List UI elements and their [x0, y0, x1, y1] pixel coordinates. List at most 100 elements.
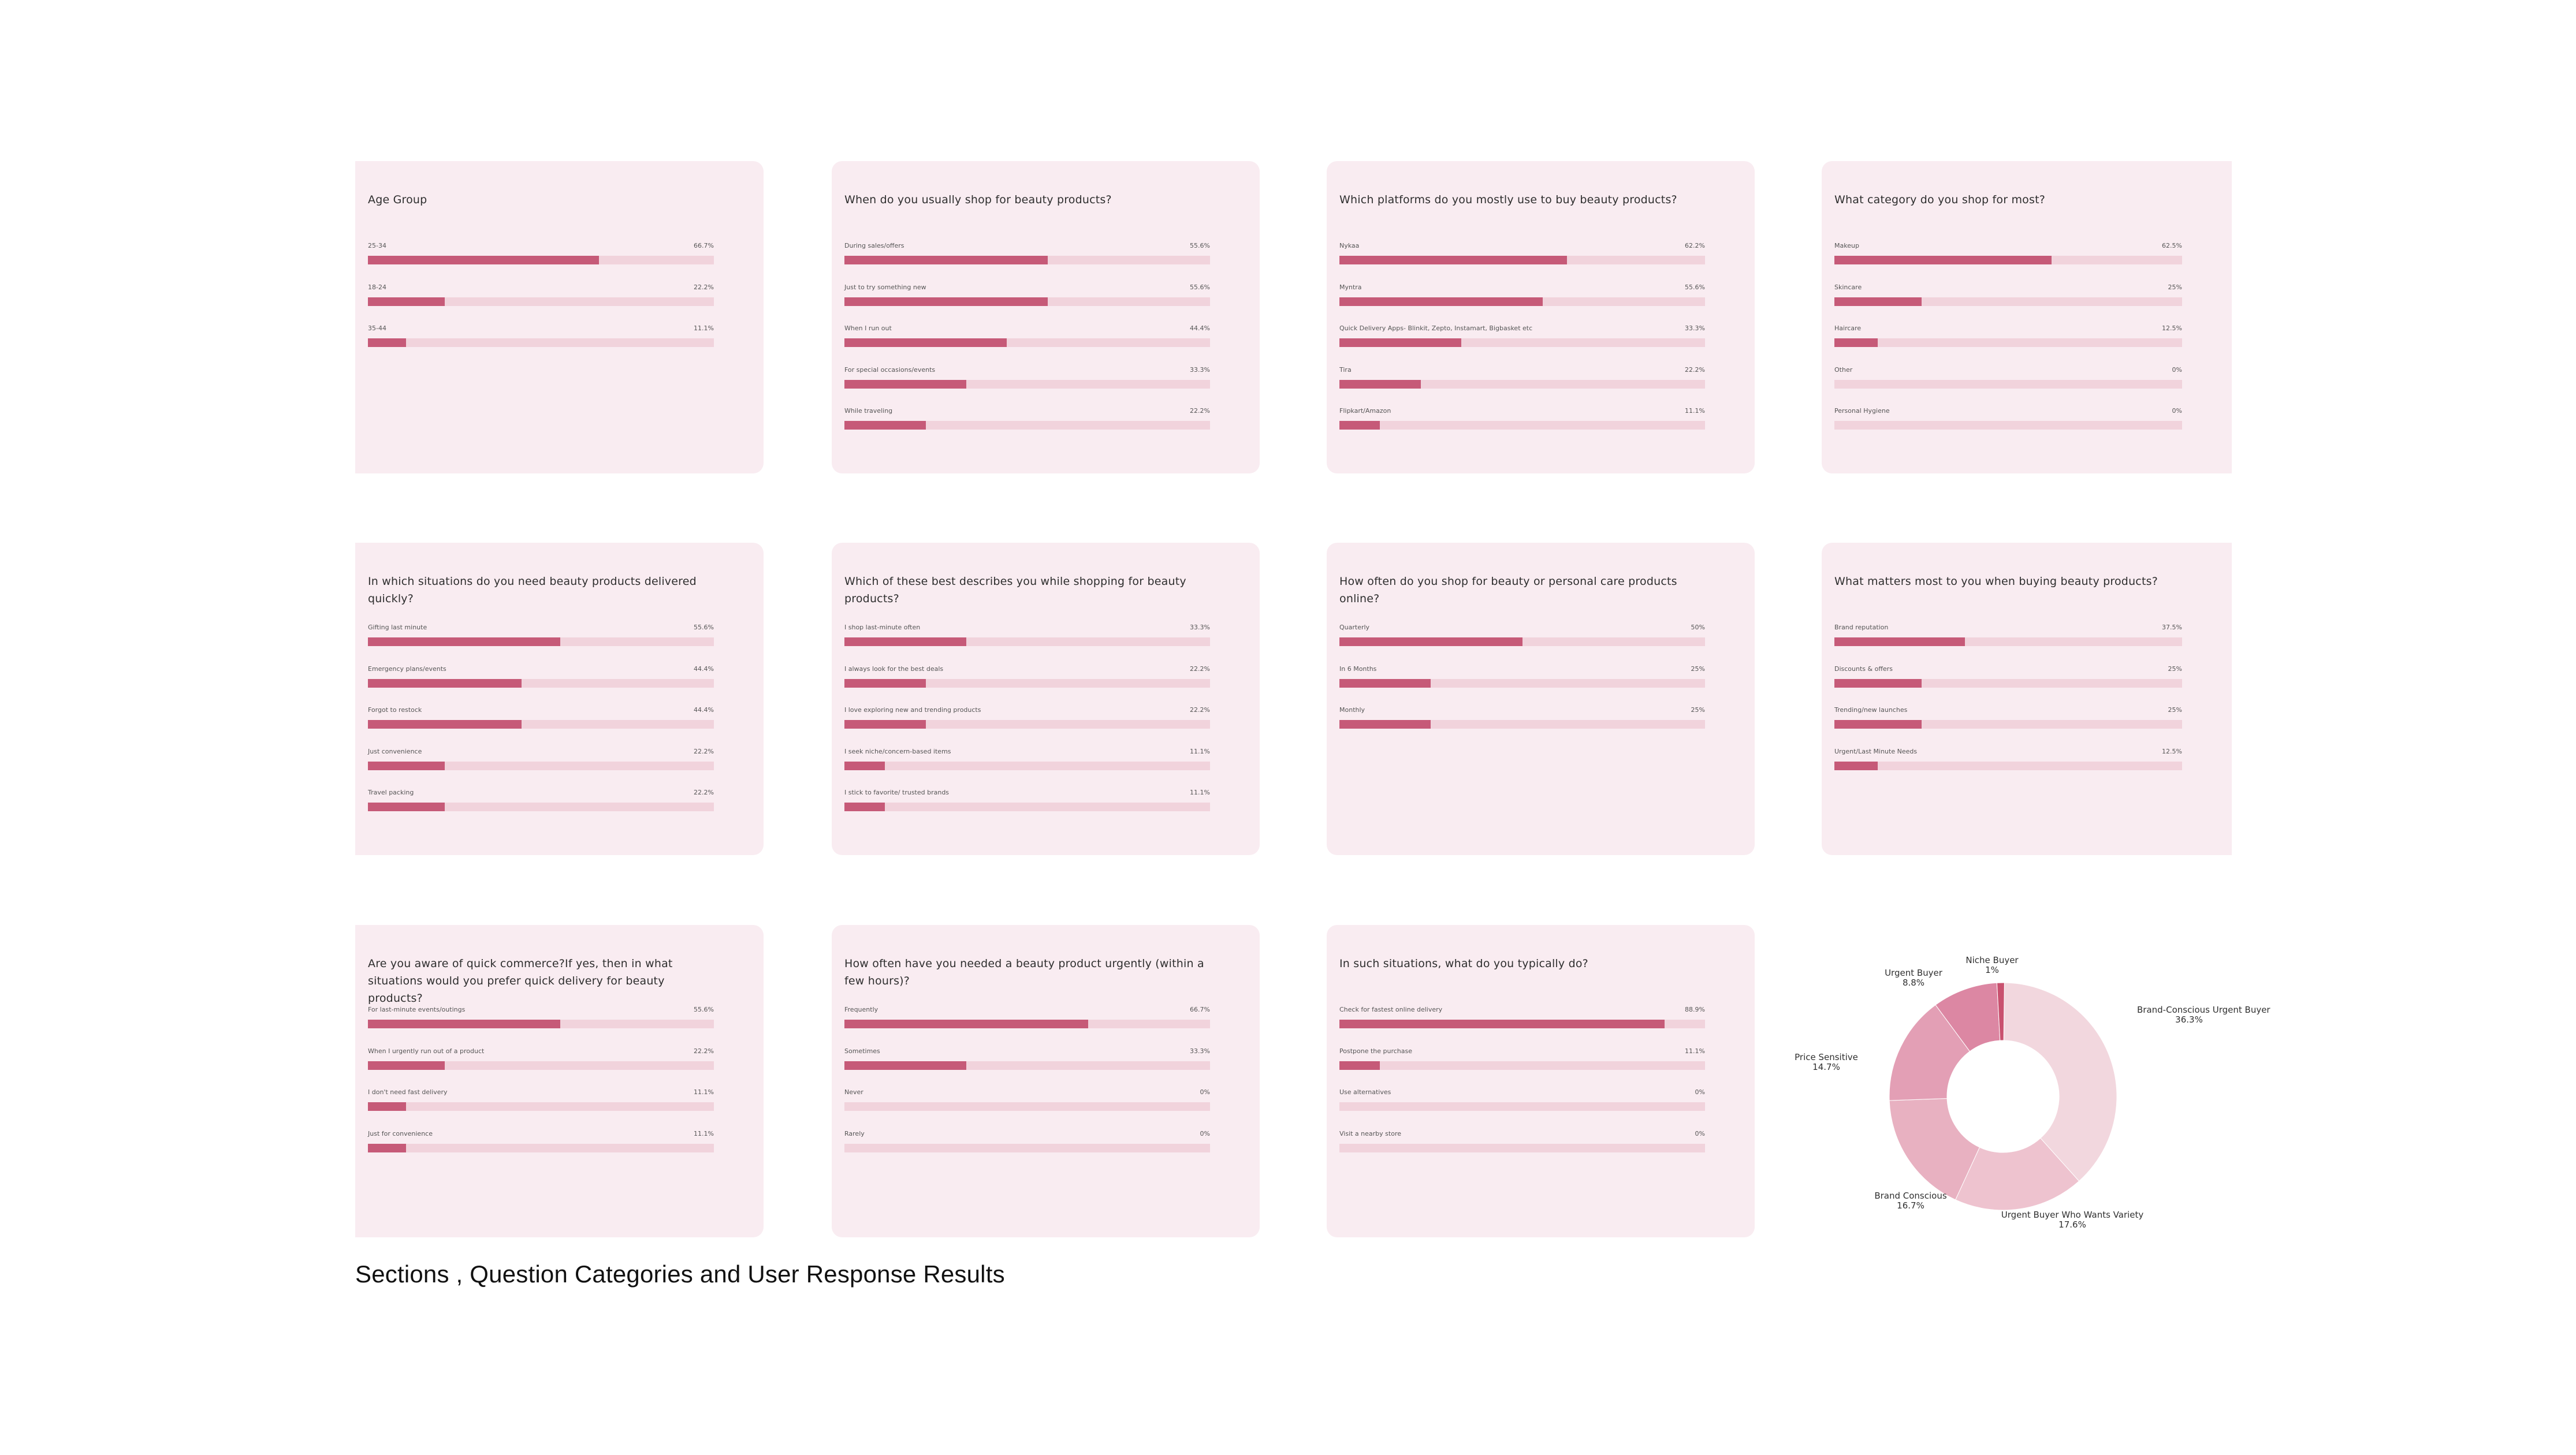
- response-row: Rarely 0%: [844, 1129, 1210, 1170]
- question-title: In which situations do you need beauty p…: [368, 575, 697, 605]
- answer-percent: 33.3%: [1685, 324, 1705, 332]
- answer-percent: 12.5%: [2162, 747, 2182, 755]
- bar-fill: [1339, 379, 1421, 389]
- question-title: Are you aware of quick commerce?If yes, …: [368, 957, 673, 1005]
- answer-label: Travel packing: [368, 789, 414, 796]
- response-row: Quick Delivery Apps- Blinkit, Zepto, Ins…: [1339, 323, 1705, 365]
- answer-label: Just convenience: [368, 747, 422, 755]
- bar-track: [844, 297, 1210, 306]
- answer-label: Myntra: [1339, 283, 1362, 291]
- answer-percent: 55.6%: [1685, 283, 1705, 291]
- answer-percent: 33.3%: [1190, 365, 1210, 374]
- bar-track: [368, 1020, 714, 1028]
- survey-card: Age Group 25-34 66.7% 18-24 22.2% 35-44 11.1%: [355, 161, 764, 473]
- bar-track: [1834, 637, 2182, 646]
- response-row: Gifting last minute 55.6%: [368, 622, 714, 664]
- bar-track: [368, 678, 714, 688]
- answer-label: I love exploring new and trending produc…: [844, 706, 981, 714]
- answer-percent: 22.2%: [1190, 407, 1210, 415]
- response-row: Use alternatives 0%: [1339, 1087, 1705, 1129]
- answer-label: Urgent/Last Minute Needs: [1834, 747, 1918, 755]
- bar-fill: [1834, 637, 1965, 646]
- answer-label: Never: [844, 1088, 863, 1096]
- answer-label: While traveling: [844, 407, 893, 415]
- answer-percent: 50%: [1691, 624, 1705, 631]
- bar-track: [1339, 637, 1705, 646]
- bar-fill: [368, 1143, 407, 1152]
- response-row: Forgot to restock 44.4%: [368, 705, 714, 747]
- bar-fill: [1339, 678, 1431, 688]
- bar-fill: [368, 720, 522, 729]
- slice-label: Brand-Conscious Urgent Buyer: [2137, 1005, 2270, 1015]
- bar-fill: [844, 1061, 966, 1070]
- bar-track: [1834, 421, 2182, 430]
- response-row: Skincare 25%: [1834, 282, 2182, 324]
- bar-fill: [368, 1061, 445, 1070]
- bar-fill: [368, 1020, 561, 1028]
- bar-track: [844, 1020, 1210, 1028]
- response-row: Makeup 62.5%: [1834, 241, 2182, 282]
- answer-label: Skincare: [1834, 283, 1862, 291]
- answer-percent: 62.2%: [1685, 242, 1705, 249]
- answer-label: Monthly: [1339, 706, 1365, 714]
- bar-track: [368, 803, 714, 811]
- response-row: During sales/offers 55.6%: [844, 241, 1210, 282]
- answer-percent: 66.7%: [1190, 1006, 1210, 1013]
- bar-track: [844, 421, 1210, 430]
- response-row: Emergency plans/events 44.4%: [368, 664, 714, 706]
- response-row: Myntra 55.6%: [1339, 282, 1705, 324]
- answer-label: When I run out: [844, 324, 892, 332]
- bar-fill: [368, 637, 561, 646]
- question-title: Age Group: [368, 193, 427, 206]
- answer-percent: 22.2%: [1190, 706, 1210, 714]
- question-title: How often do you shop for beauty or pers…: [1339, 575, 1677, 605]
- answer-percent: 11.1%: [1685, 407, 1705, 415]
- bar-track: [844, 761, 1210, 770]
- answer-percent: 11.1%: [1190, 747, 1210, 755]
- answer-percent: 0%: [2172, 407, 2182, 415]
- survey-card: How often do you shop for beauty or pers…: [1327, 543, 1755, 855]
- response-row: I stick to favorite/ trusted brands 11.1%: [844, 788, 1210, 829]
- answer-percent: 25%: [1691, 665, 1705, 673]
- bar-fill: [844, 256, 1048, 264]
- survey-card: What category do you shop for most? Makeu…: [1822, 161, 2232, 473]
- slice-label: Brand Conscious: [1874, 1191, 1947, 1201]
- bar-track: [1339, 1061, 1705, 1070]
- bar-track: [368, 1102, 714, 1111]
- bar-track: [844, 338, 1210, 347]
- answer-percent: 22.2%: [694, 283, 714, 291]
- bar-fill: [1339, 637, 1522, 646]
- answer-label: Postpone the purchase: [1339, 1047, 1413, 1055]
- response-row: I shop last-minute often 33.3%: [844, 622, 1210, 664]
- response-row: Other 0%: [1834, 365, 2182, 406]
- bar-fill: [368, 297, 445, 306]
- bar-track: [1834, 761, 2182, 770]
- answer-label: Visit a nearby store: [1339, 1129, 1401, 1137]
- bar-track: [844, 720, 1210, 729]
- answer-label: Quick Delivery Apps- Blinkit, Zepto, Ins…: [1339, 324, 1533, 332]
- response-row: Never 0%: [844, 1087, 1210, 1129]
- answer-label: Just for convenience: [368, 1129, 433, 1137]
- bar-track: [1339, 1143, 1705, 1152]
- response-row: For special occasions/events 33.3%: [844, 365, 1210, 406]
- response-row: Brand reputation 37.5%: [1834, 622, 2182, 664]
- response-row: Tira 22.2%: [1339, 365, 1705, 406]
- bar-fill: [844, 761, 885, 770]
- bar-track: [1339, 720, 1705, 729]
- answer-percent: 11.1%: [1190, 789, 1210, 796]
- response-row: Trending/new launches 25%: [1834, 705, 2182, 747]
- bar-fill: [844, 637, 966, 646]
- answer-percent: 22.2%: [694, 789, 714, 796]
- donut-slice: [2003, 982, 2117, 1182]
- slice-label: Price Sensitive: [1795, 1052, 1858, 1062]
- answer-percent: 0%: [2172, 365, 2182, 374]
- bar-fill: [1834, 678, 1922, 688]
- slice-percent: 36.3%: [2175, 1014, 2203, 1025]
- answer-percent: 25%: [2168, 283, 2182, 291]
- bar-fill: [1834, 297, 1922, 306]
- answer-label: Flipkart/Amazon: [1339, 407, 1391, 415]
- answer-percent: 33.3%: [1190, 1047, 1210, 1055]
- bar-track: [844, 1061, 1210, 1070]
- survey-card: Which of these best describes you while …: [832, 543, 1260, 855]
- survey-card: What matters most to you when buying bea…: [1822, 543, 2232, 855]
